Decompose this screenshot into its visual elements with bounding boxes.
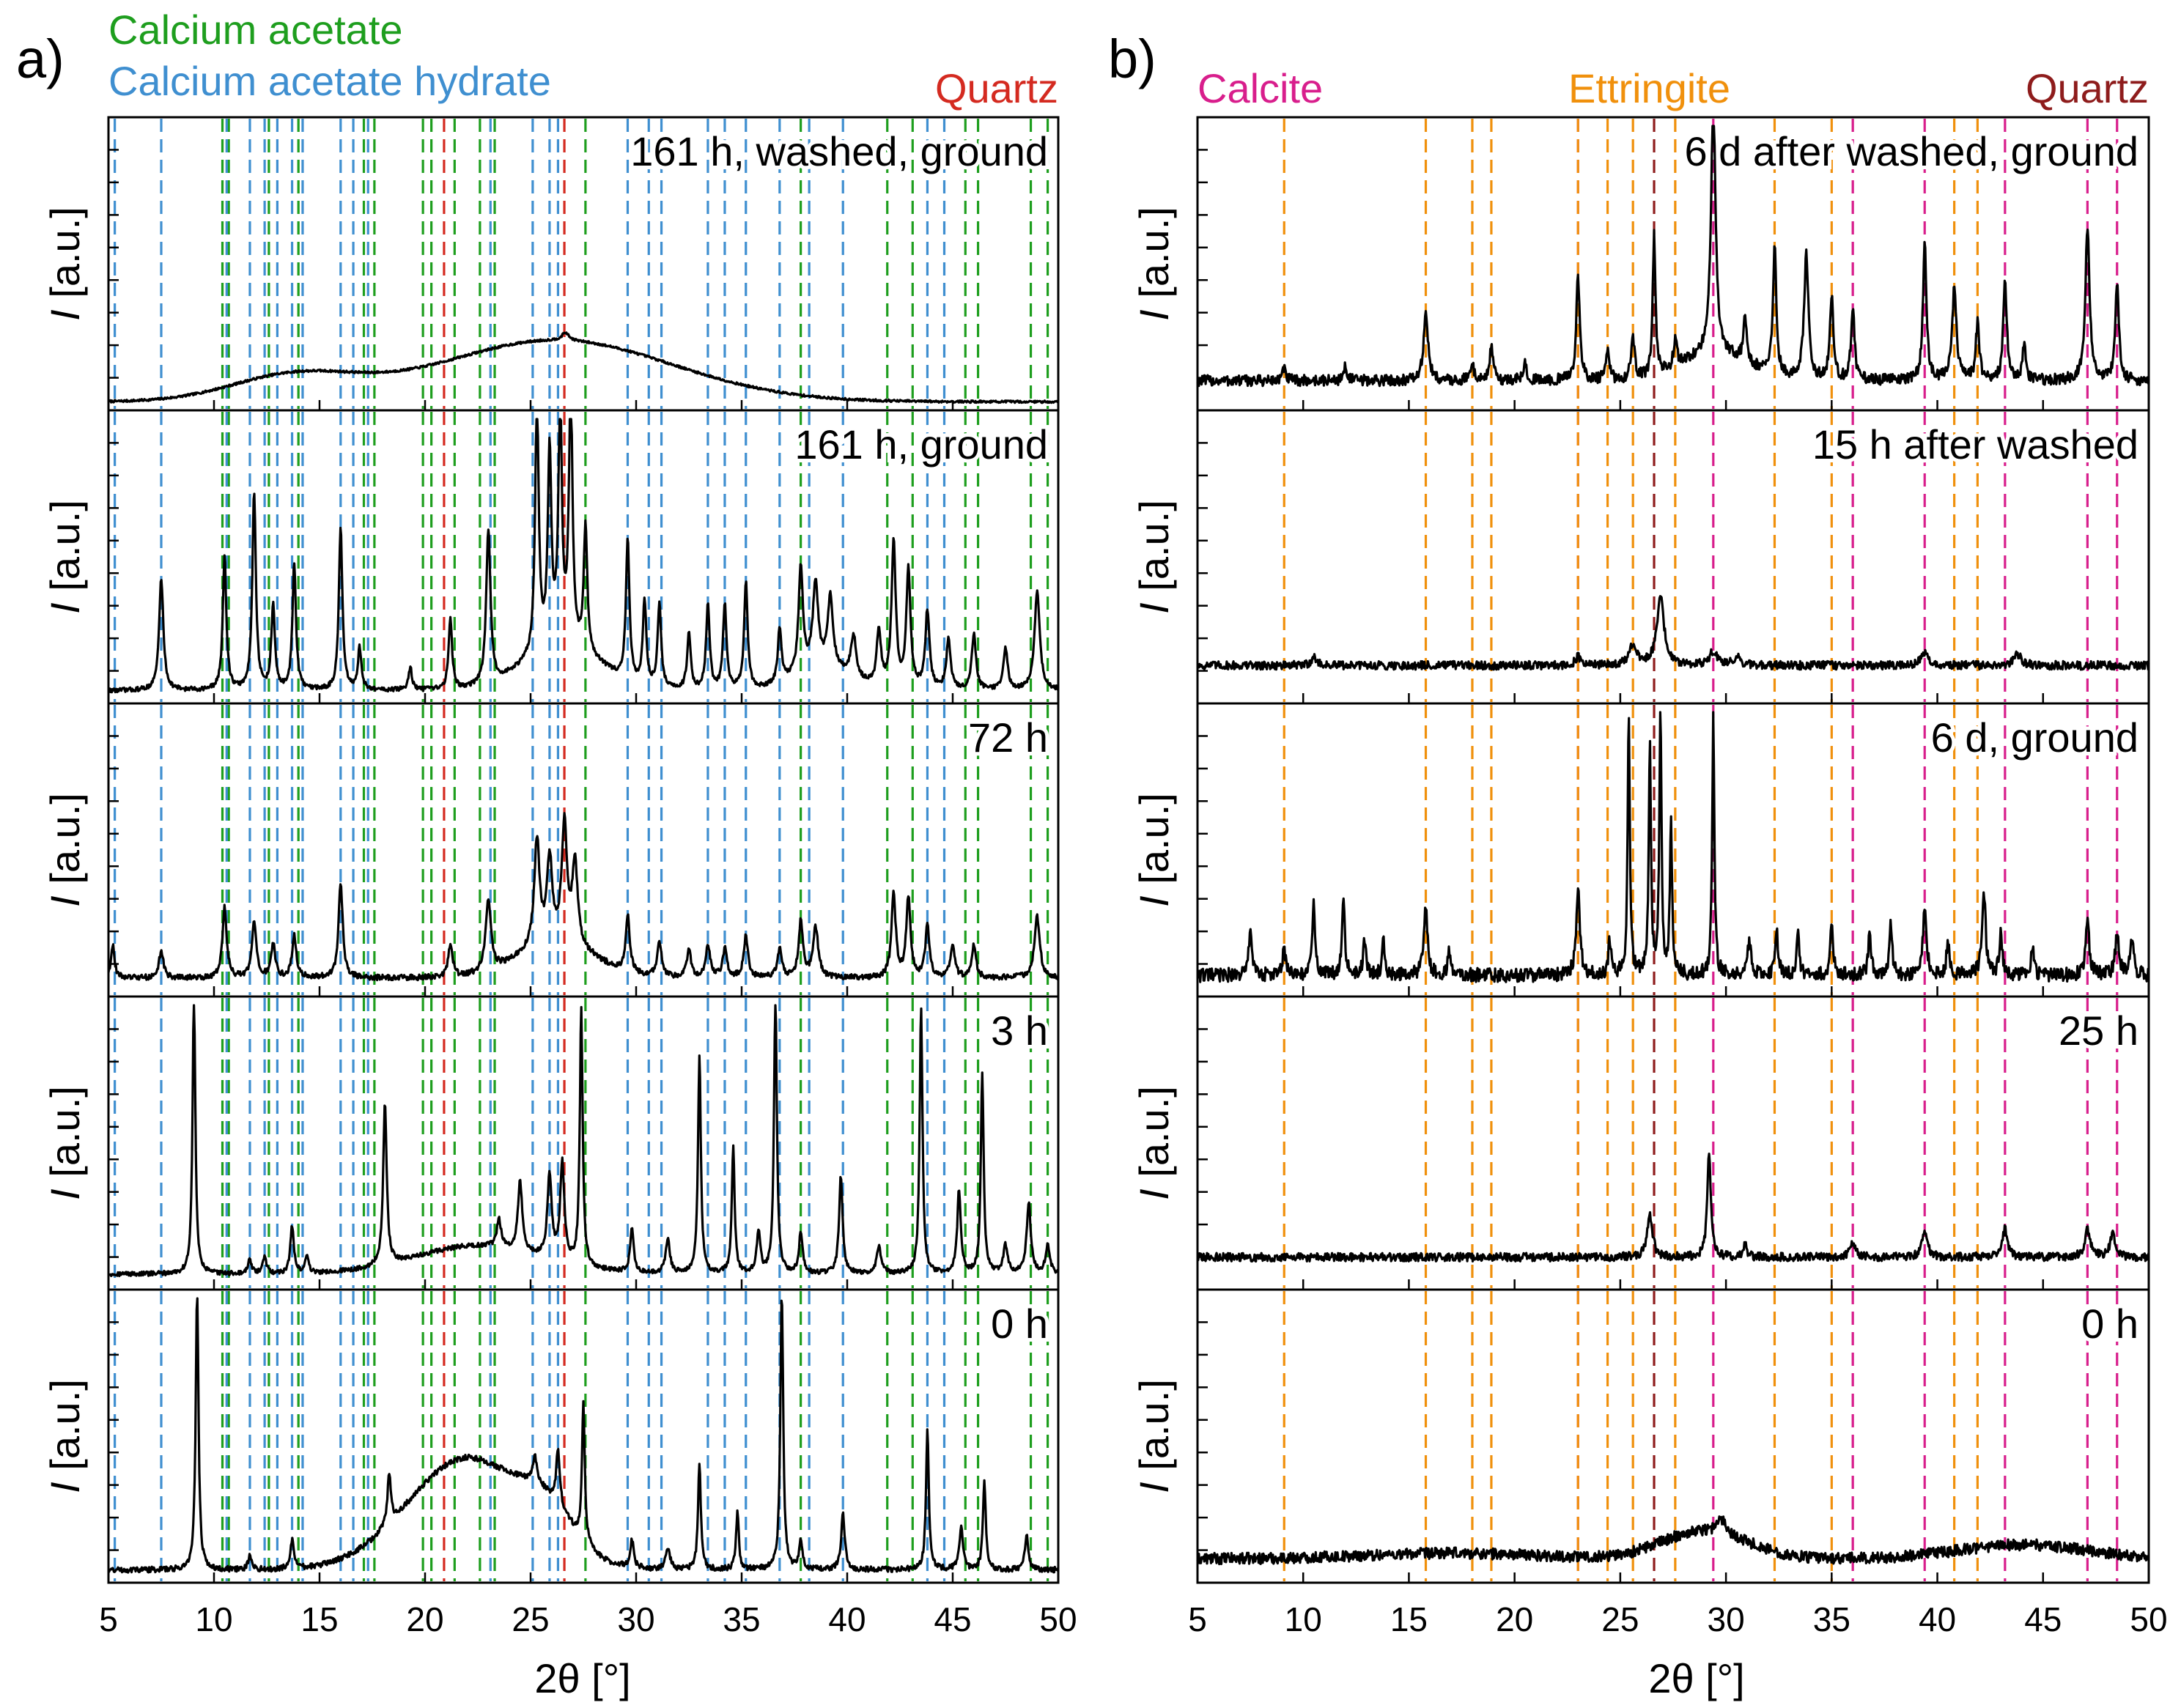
subplot-label-0-h: 0 h bbox=[991, 1301, 1048, 1347]
subplot-label-161-h-ground: 161 h, ground bbox=[794, 421, 1048, 467]
y-axis-label-symbol: I bbox=[1131, 602, 1177, 614]
x-tick-label: 10 bbox=[1285, 1600, 1322, 1638]
subplot-b-6-d-after-washed-ground: 6 d after washed, ground I [a.u.] bbox=[1131, 116, 2150, 412]
x-tick-label: 15 bbox=[300, 1600, 338, 1638]
subplot-a-0-h: 0 h I [a.u.] bbox=[42, 1288, 1060, 1584]
panel-b-xlabel: 2θ [°] bbox=[1648, 1655, 1744, 1701]
x-tick-label: 25 bbox=[1601, 1600, 1639, 1638]
y-axis-label: I [a.u.] bbox=[42, 500, 88, 614]
x-tick-label: 45 bbox=[934, 1600, 971, 1638]
subplot-label-72-h: 72 h bbox=[968, 714, 1048, 761]
y-axis-label-unit: [a.u.] bbox=[1131, 207, 1177, 309]
y-axis-label: I [a.u.] bbox=[1131, 207, 1177, 321]
trace-0-h bbox=[1196, 1515, 2150, 1566]
x-tick-label: 35 bbox=[1813, 1600, 1850, 1638]
x-tick-label: 10 bbox=[195, 1600, 232, 1638]
subplot-a-3-h: 3 h I [a.u.] bbox=[42, 995, 1060, 1291]
subplot-a-161-h-ground: 161 h, ground I [a.u.] bbox=[42, 409, 1060, 705]
subplot-label-6-d-ground: 6 d, ground bbox=[1931, 714, 2138, 761]
y-axis-label-unit: [a.u.] bbox=[1131, 1086, 1177, 1188]
y-axis-label-unit: [a.u.] bbox=[1131, 1379, 1177, 1482]
y-axis-label-unit: [a.u.] bbox=[42, 1379, 88, 1482]
y-axis-label-symbol: I bbox=[1131, 1188, 1177, 1200]
subplot-frame bbox=[107, 1288, 1060, 1584]
trace-3-h bbox=[108, 1004, 1059, 1278]
x-tick-label: 35 bbox=[723, 1600, 760, 1638]
x-tick-label: 5 bbox=[1188, 1600, 1207, 1638]
y-axis-label: I [a.u.] bbox=[42, 1379, 88, 1493]
y-axis-label-symbol: I bbox=[42, 895, 88, 907]
subplot-a-72-h: 72 h I [a.u.] bbox=[42, 702, 1060, 998]
legend-quartz-b: Quartz bbox=[2026, 65, 2149, 111]
x-tick-label: 20 bbox=[406, 1600, 443, 1638]
trace-161-h-ground bbox=[107, 418, 1060, 694]
y-axis-label-unit: [a.u.] bbox=[42, 1086, 88, 1188]
y-axis-label: I [a.u.] bbox=[1131, 500, 1177, 614]
y-axis-label-symbol: I bbox=[42, 1482, 88, 1493]
y-axis-label: I [a.u.] bbox=[42, 207, 88, 321]
x-tick-label: 50 bbox=[2130, 1600, 2167, 1638]
y-axis-label-symbol: I bbox=[1131, 1482, 1177, 1493]
y-axis-label-symbol: I bbox=[42, 309, 88, 321]
y-axis-label-symbol: I bbox=[1131, 309, 1177, 321]
legend-quartz-a: Quartz bbox=[935, 65, 1058, 111]
y-axis-label-symbol: I bbox=[42, 602, 88, 614]
y-axis-label-unit: [a.u.] bbox=[42, 500, 88, 602]
x-tick-label: 30 bbox=[617, 1600, 654, 1638]
panel-a-xlabel: 2θ [°] bbox=[534, 1655, 630, 1701]
y-axis-label-symbol: I bbox=[1131, 895, 1177, 907]
subplot-label-3-h: 3 h bbox=[991, 1008, 1048, 1054]
x-tick-label: 20 bbox=[1496, 1600, 1533, 1638]
y-axis-label: I [a.u.] bbox=[1131, 1379, 1177, 1493]
panel-b-label: b) bbox=[1108, 29, 1156, 89]
trace-161-h-washed-ground bbox=[107, 331, 1060, 404]
y-axis-label: I [a.u.] bbox=[1131, 1086, 1177, 1200]
subplot-label-6-d-after-washed-ground: 6 d after washed, ground bbox=[1684, 128, 2138, 174]
subplot-label-15-h-after-washed: 15 h after washed bbox=[1812, 421, 2138, 467]
x-tick-label: 25 bbox=[512, 1600, 549, 1638]
panel-b: 6 d after washed, ground I [a.u.] 15 h aft… bbox=[1131, 116, 2168, 1638]
legend-calcium-acetate-hydrate: Calcium acetate hydrate bbox=[108, 58, 551, 104]
x-tick-label: 40 bbox=[828, 1600, 866, 1638]
x-tick-label: 40 bbox=[1919, 1600, 1956, 1638]
x-tick-label: 5 bbox=[99, 1600, 118, 1638]
trace-0-h bbox=[107, 1297, 1060, 1574]
x-tick-label: 50 bbox=[1039, 1600, 1077, 1638]
y-axis-label-unit: [a.u.] bbox=[1131, 500, 1177, 602]
trace-15-h-after-washed bbox=[1196, 594, 2150, 671]
panel-a-label: a) bbox=[16, 29, 64, 89]
legend-ettringite: Ettringite bbox=[1568, 65, 1730, 111]
legend-calcium-acetate: Calcium acetate bbox=[108, 7, 403, 53]
y-axis-label: I [a.u.] bbox=[42, 1086, 88, 1200]
x-tick-label: 30 bbox=[1708, 1600, 1745, 1638]
legend-calcite: Calcite bbox=[1197, 65, 1323, 111]
y-axis-label-unit: [a.u.] bbox=[42, 207, 88, 309]
x-tick-label: 15 bbox=[1390, 1600, 1428, 1638]
subplot-frame bbox=[1196, 1288, 2150, 1584]
y-axis-label: I [a.u.] bbox=[1131, 793, 1177, 907]
y-axis-label-symbol: I bbox=[42, 1188, 88, 1200]
trace-6-d-ground bbox=[1197, 711, 2150, 983]
subplot-label-25-h: 25 h bbox=[2059, 1008, 2138, 1054]
y-axis-label-unit: [a.u.] bbox=[42, 793, 88, 895]
trace-72-h bbox=[107, 812, 1060, 982]
trace-25-h bbox=[1196, 1152, 2150, 1263]
subplot-a-161-h-washed-ground: 161 h, washed, ground I [a.u.] bbox=[42, 116, 1060, 412]
subplot-label-161-h-washed-ground: 161 h, washed, ground bbox=[630, 128, 1048, 174]
subplot-b-6-d-ground: 6 d, ground I [a.u.] bbox=[1131, 702, 2150, 998]
y-axis-label-unit: [a.u.] bbox=[1131, 793, 1177, 895]
trace-6-d-after-washed-ground bbox=[1196, 125, 2150, 388]
y-axis-label: I [a.u.] bbox=[42, 793, 88, 907]
x-tick-label: 45 bbox=[2024, 1600, 2062, 1638]
subplot-b-0-h: 0 h I [a.u.] bbox=[1131, 1288, 2150, 1584]
subplot-label-0-h: 0 h bbox=[2081, 1301, 2138, 1347]
